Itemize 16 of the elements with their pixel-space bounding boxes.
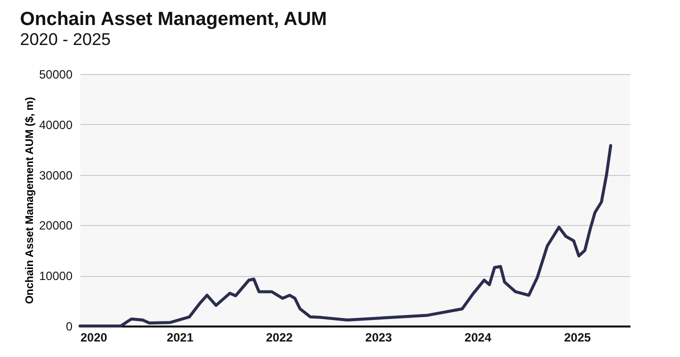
x-tick-label: 2024 [464,330,492,344]
chart-title: Onchain Asset Management, AUM [20,9,327,30]
y-tick-label: 20000 [39,218,73,233]
x-tick-label: 2022 [266,330,294,344]
y-tick-label: 0 [66,320,73,334]
y-tick-label: 30000 [39,168,73,182]
x-tick-label: 2025 [564,330,592,344]
y-tick-label: 10000 [39,269,73,284]
x-tick-label: 2020 [80,330,108,344]
y-axis-title: Onchain Asset Management AUM ($, m) [24,96,36,304]
x-tick-label: 2023 [365,330,392,344]
chart-subtitle: 2020 - 2025 [20,30,111,49]
line-series [78,144,612,328]
y-tick-label: 40000 [39,118,73,132]
x-tick-label: 2021 [166,330,194,344]
y-tick-label: 50000 [39,68,73,82]
